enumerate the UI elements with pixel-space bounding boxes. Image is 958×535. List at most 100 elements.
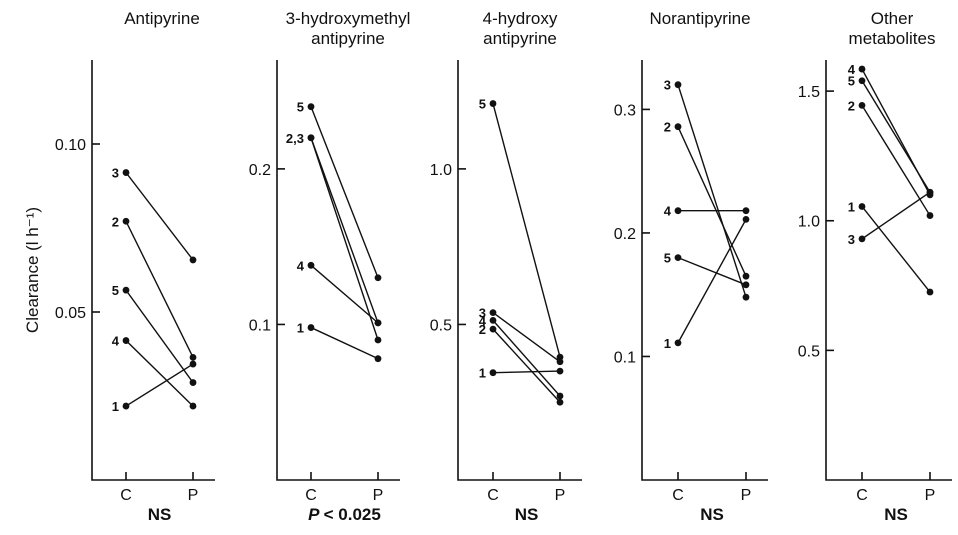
- significance-value: NS: [515, 505, 539, 524]
- series-2: 2: [664, 120, 750, 280]
- data-point-p: [374, 336, 382, 344]
- panel-title: 3-hydroxymethyl antipyrine: [286, 9, 411, 48]
- data-point-c: [858, 235, 866, 243]
- significance-label: NS: [515, 505, 539, 524]
- data-point-p: [189, 379, 197, 386]
- series-1: 1: [297, 321, 382, 363]
- y-tick-label: 0.3: [614, 102, 636, 119]
- y-tick-label: 1.5: [798, 84, 820, 101]
- y-tick-label: 0.10: [55, 137, 86, 154]
- series-1: 1: [848, 199, 934, 296]
- series-3: 3: [664, 78, 750, 301]
- series-line: [677, 256, 747, 286]
- significance-label: NS: [884, 505, 908, 524]
- point-label: 3: [664, 78, 671, 93]
- point-label: 2: [848, 98, 855, 113]
- series-line: [310, 264, 379, 324]
- series-4: 4: [479, 313, 564, 400]
- point-label: 1: [479, 366, 486, 381]
- series-4: 4: [297, 258, 382, 327]
- data-point-c: [122, 169, 130, 176]
- point-label: 5: [112, 283, 119, 298]
- series-line: [492, 312, 561, 363]
- panel-title: Antipyrine: [124, 9, 200, 28]
- data-point-p: [556, 358, 564, 366]
- data-point-p: [189, 402, 197, 410]
- series-line: [861, 206, 931, 293]
- data-point-p: [374, 319, 382, 327]
- data-point-p: [374, 274, 382, 282]
- series-2,3: 2,3: [286, 131, 382, 327]
- data-point-c: [858, 101, 866, 109]
- data-point-p: [189, 353, 197, 361]
- series-line: [310, 106, 379, 279]
- panel-title-line: 3-hydroxymethyl: [286, 9, 411, 28]
- data-point-c: [858, 203, 866, 210]
- panel-title: 4-hydroxy antipyrine: [483, 9, 558, 48]
- series-line: [125, 172, 194, 261]
- series-5: 5: [848, 74, 934, 196]
- point-label: 2: [664, 120, 671, 135]
- series-2: 2: [479, 322, 564, 406]
- point-label: 1: [112, 399, 119, 414]
- point-label: 2: [112, 214, 119, 229]
- series-line: [677, 126, 747, 277]
- data-point-p: [742, 207, 750, 215]
- data-point-p: [189, 360, 197, 368]
- y-tick-label: 0.2: [249, 162, 271, 179]
- panel-1: Antipyrine 0.05 0.10 C P NS 3 2 5 4 1: [55, 9, 215, 524]
- series-unlabeled: [307, 134, 382, 344]
- series-1: 1: [664, 215, 750, 351]
- data-point-c: [307, 261, 315, 269]
- point-label: 4: [664, 204, 672, 219]
- data-point-p: [556, 392, 564, 400]
- y-tick-label: 0.05: [55, 305, 86, 322]
- panel-title-line: metabolites: [849, 29, 936, 48]
- point-label: 4: [848, 62, 856, 77]
- data-point-c: [489, 309, 497, 317]
- panel-4: Norantipyrine 0.1 0.2 0.3 C P NS 3 2 4 5 1: [614, 9, 768, 524]
- series-5: 5: [297, 100, 382, 282]
- y-tick-label: 0.1: [249, 317, 271, 334]
- y-tick-label: 1.0: [798, 214, 820, 231]
- data-point-p: [742, 272, 750, 280]
- significance-label: NS: [700, 505, 724, 524]
- data-point-c: [122, 286, 130, 294]
- significance-p: P: [308, 505, 323, 524]
- data-point-c: [122, 217, 130, 225]
- point-label: 2,3: [286, 131, 304, 146]
- data-point-c: [122, 337, 130, 344]
- panel-title-line: antipyrine: [311, 29, 385, 48]
- series-line: [861, 105, 931, 216]
- point-label: 5: [664, 251, 671, 266]
- panel-title-line: 4-hydroxy: [483, 9, 558, 28]
- y-axis-label: Clearance (l h⁻¹): [23, 207, 42, 333]
- series-2: 2: [112, 214, 197, 361]
- data-point-p: [556, 398, 564, 406]
- data-point-p: [556, 353, 564, 361]
- x-tick-label: P: [741, 487, 752, 504]
- series-line: [677, 84, 747, 298]
- data-point-c: [674, 81, 682, 89]
- significance-label: P < 0.025: [308, 505, 381, 524]
- axis-lines: [276, 60, 400, 481]
- data-point-p: [742, 215, 750, 223]
- x-tick-label: C: [305, 487, 317, 504]
- data-point-p: [556, 367, 564, 375]
- series-line: [125, 363, 194, 407]
- series-line: [861, 80, 931, 193]
- point-label: 1: [297, 321, 304, 336]
- x-tick-label: P: [373, 487, 384, 504]
- data-point-c: [674, 339, 682, 347]
- series-4: 4: [664, 204, 750, 219]
- panel-title-line: Antipyrine: [124, 9, 200, 28]
- data-point-p: [926, 188, 934, 196]
- x-tick-label: C: [856, 487, 868, 504]
- series-line: [677, 219, 747, 344]
- x-tick-label: C: [120, 487, 132, 504]
- axis-lines: [91, 60, 215, 481]
- series-4: 4: [112, 334, 197, 410]
- panel-title: Other metabolites: [849, 9, 936, 48]
- data-point-c: [674, 254, 682, 262]
